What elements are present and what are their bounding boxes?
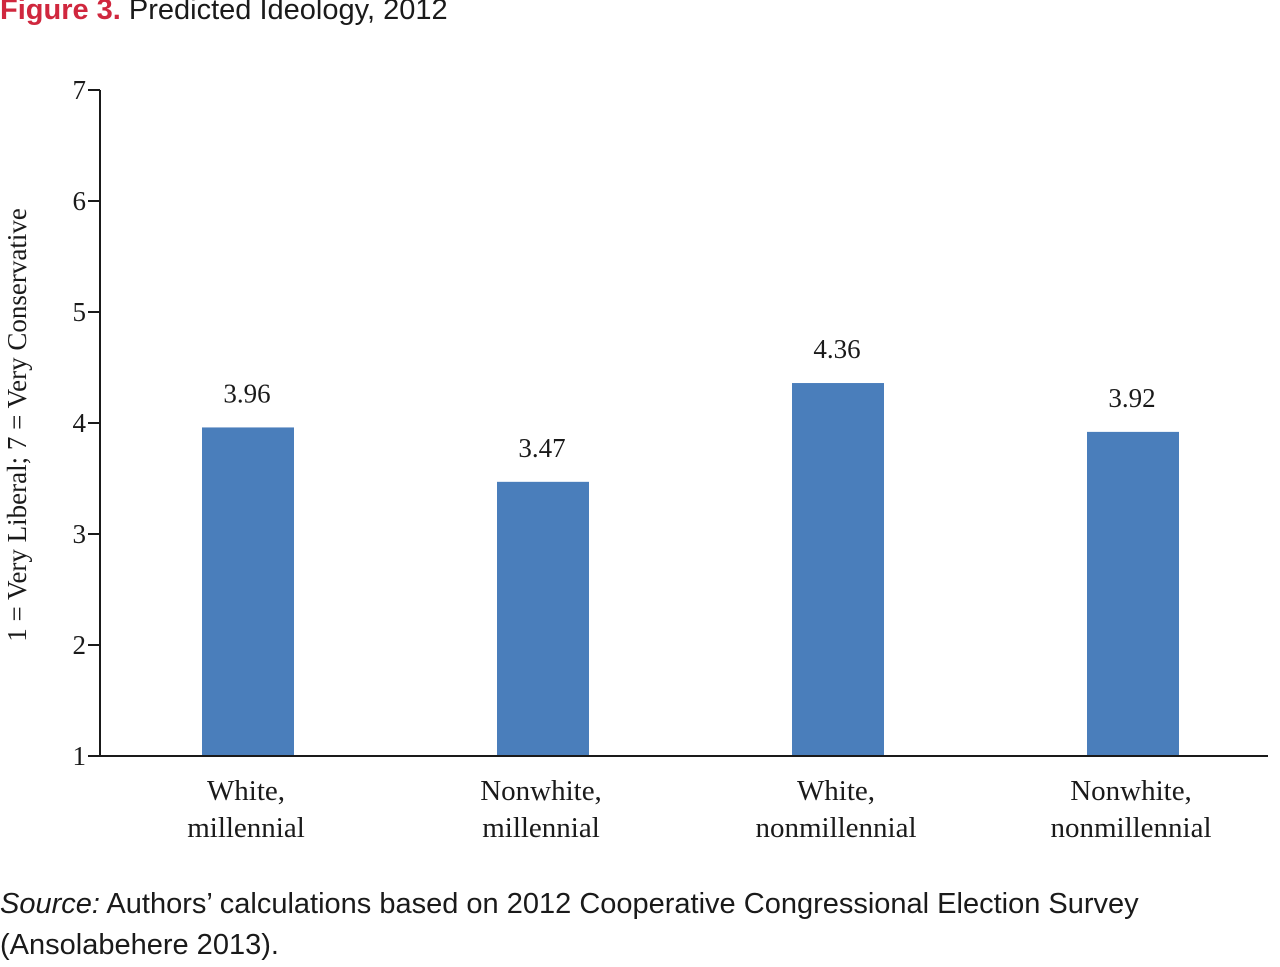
category-label: nonmillennial [1050, 812, 1211, 844]
figure-title-text: Predicted Ideology, 2012 [128, 0, 448, 26]
category-label: millennial [482, 812, 600, 844]
bar [202, 427, 294, 756]
y-tick-label: 4 [73, 408, 87, 438]
data-label: 4.36 [813, 334, 860, 364]
category-label: millennial [187, 812, 305, 844]
y-tick-label: 3 [73, 519, 87, 549]
bar [1087, 431, 1179, 756]
category-label: White, [207, 775, 285, 807]
source-note: Source: Authors’ calculations based on 2… [0, 884, 1280, 966]
category-label: nonmillennial [755, 812, 916, 844]
bar [792, 383, 884, 756]
y-tick-label: 7 [73, 75, 87, 105]
data-label: 3.92 [1108, 383, 1155, 413]
source-label: Source: [0, 888, 100, 920]
category-label: White, [797, 775, 875, 807]
data-label: 3.96 [223, 378, 270, 408]
category-labels: White, millennial Nonwhite, millennial White… [187, 775, 1211, 844]
y-tick-label: 6 [73, 186, 87, 216]
y-axis-label-group: 1 = Very Liberal; 7 = Very Conservative [2, 208, 32, 642]
bars [202, 383, 1179, 756]
y-tick-label: 2 [73, 630, 87, 660]
figure-label: Figure 3. [0, 0, 121, 26]
data-labels: 3.96 3.47 4.36 3.92 [223, 334, 1155, 463]
y-tick-label: 1 [73, 741, 87, 771]
category-label: Nonwhite, [1070, 775, 1192, 807]
figure-title: Figure 3. Predicted Ideology, 2012 [0, 0, 448, 27]
y-tick-label: 5 [73, 297, 87, 327]
y-axis-label: 1 = Very Liberal; 7 = Very Conservative [2, 208, 32, 642]
bar-chart: 1 = Very Liberal; 7 = Very Conservative … [2, 75, 1268, 844]
source-text: Authors’ calculations based on 2012 Coop… [0, 888, 1139, 961]
bar [497, 481, 589, 756]
data-label: 3.47 [518, 433, 565, 463]
y-ticks: 1 2 3 4 5 6 7 [73, 75, 100, 771]
category-label: Nonwhite, [480, 775, 602, 807]
